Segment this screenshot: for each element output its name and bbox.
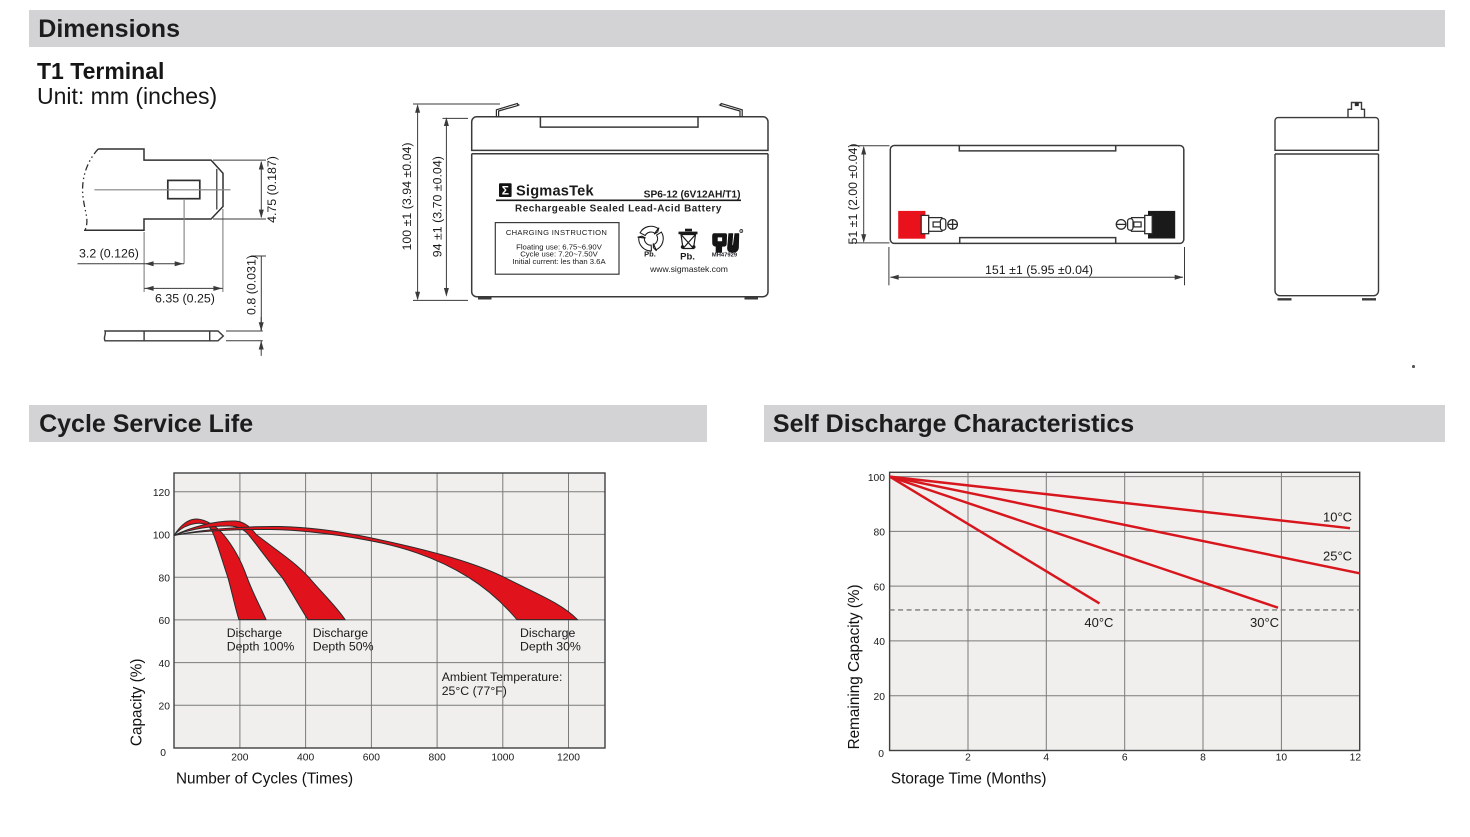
svg-text:Rechargeable Sealed Lead-Acid: Rechargeable Sealed Lead-Acid Battery [515, 204, 722, 215]
svg-text:4.75 (0.187): 4.75 (0.187) [265, 156, 279, 223]
svg-text:80: 80 [874, 528, 886, 539]
svg-text:51 ±1 (2.00 ±0.04): 51 ±1 (2.00 ±0.04) [846, 143, 860, 244]
svg-text:Discharge: Discharge [227, 626, 283, 640]
svg-text:60: 60 [874, 582, 886, 593]
svg-text:100 ±1 (3.94 ±0.04): 100 ±1 (3.94 ±0.04) [400, 143, 414, 251]
svg-text:100: 100 [153, 531, 170, 542]
svg-text:Cycle use: 7.20~7.50V: Cycle use: 7.20~7.50V [520, 250, 598, 259]
svg-text:Depth 100%: Depth 100% [227, 640, 295, 654]
svg-text:400: 400 [297, 753, 314, 764]
svg-text:0: 0 [160, 748, 166, 759]
svg-text:6.35 (0.25): 6.35 (0.25) [155, 291, 215, 305]
svg-text:Initial current: les than 3.6A: Initial current: les than 3.6A [512, 257, 606, 266]
svg-text:0.8 (0.031): 0.8 (0.031) [245, 255, 259, 315]
svg-text:Ambient Temperature:: Ambient Temperature: [442, 670, 563, 684]
svg-text:Depth 30%: Depth 30% [520, 640, 581, 654]
svg-text:Pb.: Pb. [680, 252, 695, 263]
svg-text:SP6-12 (6V12AH/T1): SP6-12 (6V12AH/T1) [644, 189, 741, 200]
svg-text:Discharge: Discharge [313, 626, 369, 640]
svg-text:Floating use: 6.75~6.90V: Floating use: 6.75~6.90V [516, 243, 603, 252]
svg-text:3.2 (0.126): 3.2 (0.126) [79, 246, 139, 260]
svg-text:94 ±1 (3.70 ±0.04): 94 ±1 (3.70 ±0.04) [431, 156, 445, 257]
svg-text:20: 20 [159, 702, 171, 713]
svg-text:40: 40 [159, 659, 171, 670]
svg-text:1000: 1000 [491, 753, 514, 764]
svg-text:Discharge: Discharge [520, 626, 576, 640]
svg-text:151 ±1 (5.95 ±0.04): 151 ±1 (5.95 ±0.04) [985, 263, 1093, 277]
svg-text:10°C: 10°C [1323, 510, 1352, 525]
svg-text:80: 80 [159, 574, 171, 585]
svg-text:40: 40 [874, 637, 886, 648]
svg-text:40°C: 40°C [1084, 615, 1113, 630]
svg-text:20: 20 [874, 692, 886, 703]
svg-text:www.sigmastek.com: www.sigmastek.com [649, 264, 728, 274]
svg-text:200: 200 [231, 753, 248, 764]
svg-text:Storage Time (Months): Storage Time (Months) [891, 771, 1047, 788]
svg-text:1200: 1200 [557, 753, 580, 764]
svg-text:Depth 50%: Depth 50% [313, 640, 374, 654]
svg-text:8: 8 [1200, 753, 1206, 764]
svg-text:800: 800 [429, 753, 446, 764]
svg-text:Remaining Capacity (%): Remaining Capacity (%) [846, 584, 863, 749]
svg-text:0: 0 [878, 749, 884, 760]
svg-text:CHARGING INSTRUCTION: CHARGING INSTRUCTION [506, 228, 607, 237]
svg-text:25°C: 25°C [1323, 548, 1352, 563]
svg-text:6: 6 [1122, 753, 1128, 764]
svg-text:2: 2 [965, 753, 971, 764]
svg-text:60: 60 [159, 616, 171, 627]
svg-text:Capacity (%): Capacity (%) [129, 659, 146, 747]
svg-text:MH47929: MH47929 [712, 253, 738, 259]
svg-text:600: 600 [363, 753, 380, 764]
svg-text:Number of Cycles (Times): Number of Cycles (Times) [176, 771, 353, 788]
svg-text:100: 100 [868, 473, 885, 484]
svg-text:120: 120 [153, 488, 170, 499]
svg-text:25°C (77°F): 25°C (77°F) [442, 684, 507, 698]
svg-text:SigmasTek: SigmasTek [516, 184, 594, 200]
svg-text:4: 4 [1043, 753, 1049, 764]
svg-text:Σ: Σ [502, 184, 509, 198]
svg-text:Pb.: Pb. [644, 250, 656, 259]
svg-text:10: 10 [1276, 753, 1288, 764]
svg-text:12: 12 [1350, 753, 1362, 764]
svg-text:30°C: 30°C [1250, 615, 1279, 630]
